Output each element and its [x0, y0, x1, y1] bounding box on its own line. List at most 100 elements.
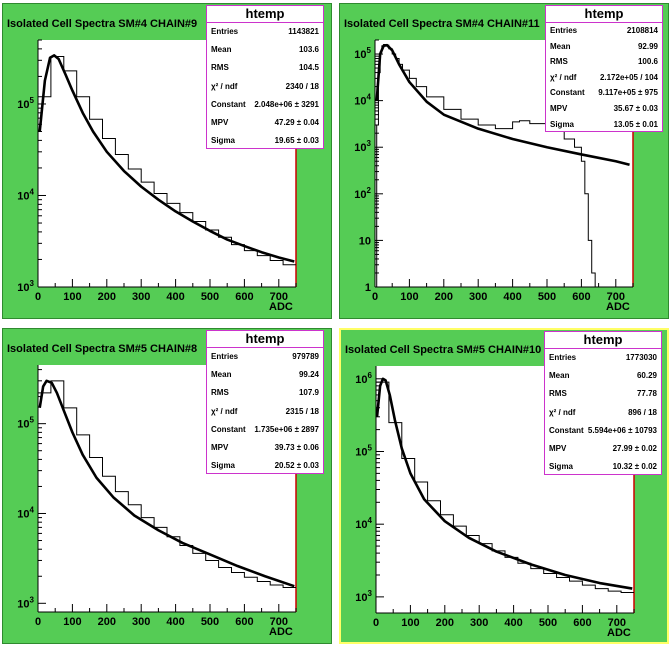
stats-value: 47.29 ± 0.04	[274, 117, 319, 127]
x-tick-label: 500	[201, 291, 219, 303]
stats-value: 2340 / 18	[285, 81, 319, 91]
stats-row-sigma: Sigma 19.65 ± 0.03	[207, 132, 323, 150]
fit-curve	[375, 377, 633, 590]
x-tick-label: 600	[235, 616, 253, 628]
y-tick-label: 103	[354, 139, 371, 154]
stats-row-entries: Entries 979789	[207, 348, 323, 366]
y-tick-label: 104	[17, 187, 34, 202]
stats-value: 10.32 ± 0.02	[612, 462, 657, 472]
y-tick-label: 104	[354, 93, 371, 108]
histogram-series	[375, 381, 634, 613]
stats-label: Mean	[211, 370, 232, 380]
stats-label: Sigma	[549, 462, 574, 472]
y-tick-label: 106	[355, 371, 372, 386]
x-tick-label: 400	[166, 291, 184, 303]
x-tick-label: 700	[608, 617, 626, 629]
stats-label: MPV	[211, 117, 229, 127]
stats-value: 92.99	[637, 41, 658, 51]
stats-row-mpv: MPV 47.29 ± 0.04	[207, 114, 323, 132]
x-tick-label: 400	[503, 291, 521, 303]
x-axis-label: ADC	[606, 301, 630, 313]
stats-label: χ² / ndf	[549, 407, 576, 417]
stats-row-chi2: χ² / ndf 896 / 18	[545, 404, 661, 422]
x-tick-label: 400	[166, 616, 184, 628]
panel-title: Isolated Cell Spectra SM#5 CHAIN#8	[7, 343, 198, 355]
y-tick-label: 105	[354, 46, 371, 61]
x-axis-label: ADC	[607, 627, 631, 639]
stats-value: 27.99 ± 0.02	[612, 443, 657, 453]
stats-value: 9.117e+05 ± 975	[598, 88, 658, 98]
stats-label: MPV	[550, 103, 568, 113]
x-tick-label: 700	[270, 291, 288, 303]
y-tick-label: 105	[17, 96, 34, 111]
x-tick-label: 300	[469, 291, 487, 303]
x-tick-label: 400	[504, 617, 522, 629]
x-tick-label: 500	[201, 616, 219, 628]
stats-value: 99.24	[298, 370, 319, 380]
y-tick-label: 104	[355, 516, 372, 531]
stats-row-mean: Mean 99.24	[207, 366, 323, 384]
stats-row-mean: Mean 103.6	[207, 41, 323, 59]
y-tick-label: 103	[17, 279, 34, 294]
stats-value: 103.6	[298, 45, 319, 55]
stats-row-constant: Constant 9.117e+05 ± 975	[546, 85, 662, 101]
y-tick-label: 103	[17, 595, 34, 610]
stats-value: 19.65 ± 0.03	[274, 136, 319, 146]
x-tick-label: 600	[572, 291, 590, 303]
stats-row-entries: Entries 1773030	[545, 349, 661, 367]
pad-sm5-chain8[interactable]: 0 100 200 300 400 500 600 700 103 104 105 Isolated…	[2, 328, 332, 644]
stats-label: Constant	[211, 424, 246, 434]
x-tick-label: 300	[132, 291, 150, 303]
stats-label: Constant	[549, 425, 584, 435]
x-tick-label: 700	[607, 291, 625, 303]
stats-label: Constant	[550, 88, 585, 98]
stats-row-rms: RMS 77.78	[545, 385, 661, 403]
stats-row-sigma: Sigma 20.52 ± 0.03	[207, 457, 323, 475]
x-tick-label: 200	[436, 617, 454, 629]
stats-value: 5.594e+06 ± 10793	[587, 425, 657, 435]
stats-row-constant: Constant 2.048e+06 ± 3291	[207, 96, 323, 114]
stats-value: 2.172e+05 / 104	[599, 72, 658, 82]
stats-row-mpv: MPV 39.73 ± 0.06	[207, 439, 323, 457]
stats-value: 1.735e+06 ± 2897	[254, 424, 319, 434]
pad-sm5-chain10[interactable]: 0 100 200 300 400 500 600 700 103 104 105 106 Isola…	[339, 328, 669, 644]
stats-label: MPV	[549, 443, 567, 453]
stats-row-chi2: χ² / ndf 2315 / 18	[207, 403, 323, 421]
x-tick-label: 0	[35, 616, 41, 628]
stats-label: RMS	[549, 389, 567, 399]
x-tick-label: 500	[538, 291, 556, 303]
x-tick-label: 300	[132, 616, 150, 628]
stats-row-rms: RMS 104.5	[207, 59, 323, 77]
pad-sm4-chain9[interactable]: 0 100 200 300 400 500 600 700 103 104 105 Isolated…	[2, 3, 332, 319]
stats-label: Entries	[211, 27, 239, 36]
stats-label: Sigma	[211, 136, 236, 146]
stats-label: χ² / ndf	[211, 81, 238, 91]
stats-value: 39.73 ± 0.06	[274, 442, 319, 452]
stats-row-rms: RMS 100.6	[546, 54, 662, 70]
x-tick-label: 0	[35, 291, 41, 303]
y-tick-label: 103	[355, 589, 372, 604]
x-tick-label: 100	[400, 291, 418, 303]
stats-row-constant: Constant 5.594e+06 ± 10793	[545, 422, 661, 440]
x-tick-label: 100	[401, 617, 419, 629]
stats-value: 979789	[292, 352, 319, 361]
y-tick-label: 10	[359, 235, 371, 247]
fit-curve	[38, 379, 295, 588]
stats-row-chi2: χ² / ndf 2.172e+05 / 104	[546, 70, 662, 86]
pad-sm4-chain11[interactable]: 0 100 200 300 400 500 600 700 1 10 102 103 104 105 Is…	[339, 3, 669, 319]
stats-box[interactable]: htemp Entries 979789 Mean 99.24 RMS 107.9 χ…	[206, 330, 324, 474]
stats-value: 100.6	[637, 57, 658, 67]
stats-row-rms: RMS 107.9	[207, 384, 323, 402]
x-tick-label: 100	[63, 291, 81, 303]
stats-row-mean: Mean 92.99	[546, 39, 662, 55]
x-tick-label: 200	[435, 291, 453, 303]
stats-label: Sigma	[550, 119, 575, 129]
stats-label: Entries	[549, 353, 577, 362]
stats-box[interactable]: htemp Entries 1773030 Mean 60.29 RMS 77.78 …	[544, 331, 662, 475]
stats-box[interactable]: htemp Entries 2108814 Mean 92.99 RMS 100.6 …	[545, 5, 663, 132]
stats-value: 60.29	[636, 371, 657, 381]
stats-box[interactable]: htemp Entries 1143821 Mean 103.6 RMS 104.5 …	[206, 5, 324, 149]
x-tick-label: 500	[539, 617, 557, 629]
x-tick-label: 700	[270, 616, 288, 628]
stats-label: χ² / ndf	[211, 406, 238, 416]
